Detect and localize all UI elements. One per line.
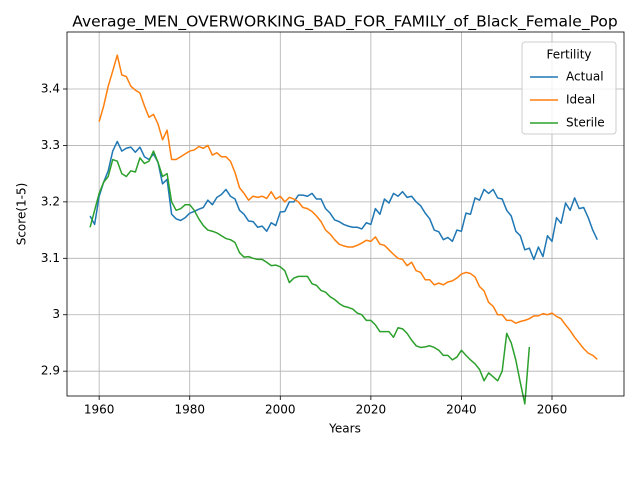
y-tick-label: 3 — [52, 307, 60, 321]
x-tick-label: 1980 — [174, 403, 205, 417]
legend-label: Ideal — [566, 93, 595, 107]
legend-box — [521, 41, 617, 135]
line-series — [98, 54, 598, 360]
plot-frame — [66, 31, 625, 397]
x-axis-label: Years — [328, 422, 361, 436]
x-tick-label: 2000 — [265, 403, 296, 417]
y-tick-label: 3.4 — [41, 81, 60, 95]
y-axis-label: Score(1-5) — [15, 183, 29, 246]
y-tick-label: 2.9 — [41, 364, 60, 378]
y-tick-label: 3.3 — [41, 138, 60, 152]
line-series — [89, 140, 598, 261]
x-tick-label: 2060 — [537, 403, 568, 417]
legend-title: Fertility — [546, 48, 591, 62]
line-series — [89, 150, 531, 405]
legend-label: Sterile — [566, 116, 605, 130]
legend: Fertility Actual Ideal Sterile — [521, 41, 617, 135]
x-tick-label: 2040 — [446, 403, 477, 417]
legend-label: Actual — [566, 70, 604, 84]
y-tick-label: 3.1 — [41, 251, 60, 265]
chart-title: Average_MEN_OVERWORKING_BAD_FOR_FAMILY_o… — [72, 13, 617, 32]
y-tick-label: 3.2 — [41, 194, 60, 208]
x-tick-label: 2020 — [356, 403, 387, 417]
x-tick-label: 1960 — [84, 403, 115, 417]
plot-lines — [89, 54, 598, 405]
